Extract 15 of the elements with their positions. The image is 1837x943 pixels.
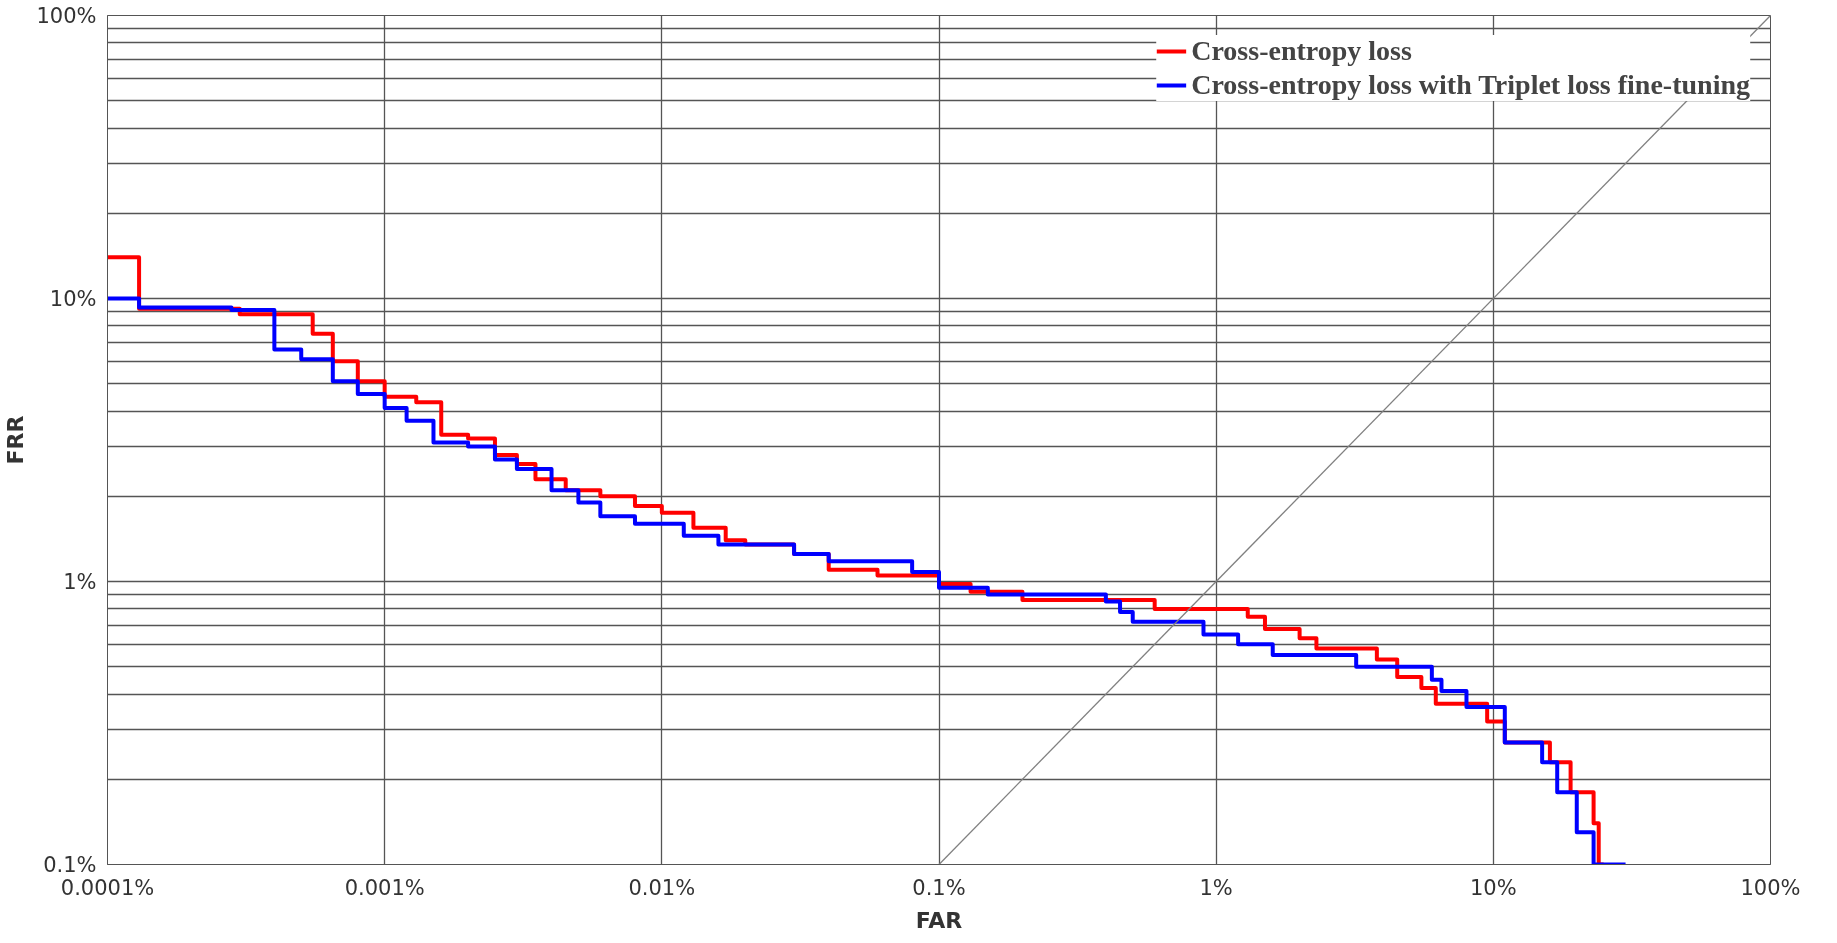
y-tick-label: 10% <box>49 286 97 311</box>
y-tick-label: 100% <box>36 3 97 28</box>
y-tick-label: 1% <box>63 569 97 594</box>
x-tick-label: 100% <box>1740 875 1801 900</box>
legend-label: Cross-entropy loss with Triplet loss fine-tuning <box>1191 69 1750 101</box>
x-tick-label: 0.001% <box>344 875 425 900</box>
y-axis-title: FRR <box>3 415 29 465</box>
x-tick-label: 1% <box>1199 875 1233 900</box>
x-tick-label: 10% <box>1470 875 1517 900</box>
legend-label: Cross-entropy loss <box>1191 35 1412 67</box>
x-tick-label: 0.0001% <box>60 875 155 900</box>
y-tick-label: 0.1% <box>43 852 97 877</box>
x-axis-title: FAR <box>915 907 963 933</box>
x-tick-label: 0.1% <box>912 875 966 900</box>
x-tick-label: 0.01% <box>628 875 696 900</box>
